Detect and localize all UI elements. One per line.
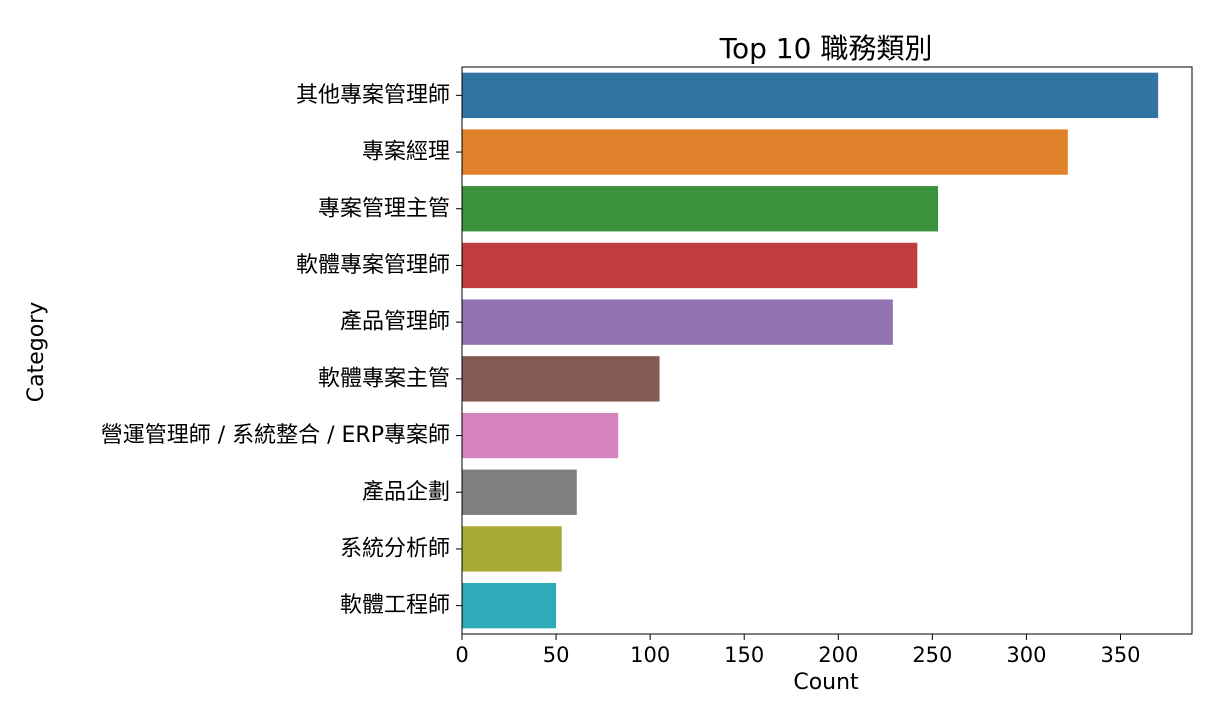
category-label: 產品管理師 <box>340 310 450 335</box>
y-axis-label: Category <box>24 302 49 403</box>
category-label: 軟體專案主管 <box>318 366 450 391</box>
x-tick-label: 250 <box>912 643 952 667</box>
x-tick-label: 200 <box>818 643 858 667</box>
category-label: 專案管理主管 <box>318 196 450 221</box>
category-label: 專案經理 <box>362 140 450 165</box>
bars-group <box>462 72 1159 629</box>
x-tick-label: 50 <box>543 643 570 667</box>
bar-4 <box>462 242 918 289</box>
bar-5 <box>462 299 893 345</box>
category-label: 產品企劃 <box>362 480 450 505</box>
category-label: 其他專案管理師 <box>296 83 450 108</box>
bar-2 <box>462 129 1068 175</box>
x-tick-label: 0 <box>455 643 468 667</box>
x-tick-label: 300 <box>1006 643 1046 667</box>
bar-6 <box>462 356 660 402</box>
bar-3 <box>462 186 939 232</box>
category-label: 系統分析師 <box>340 536 450 561</box>
x-axis-label: Count <box>793 670 859 695</box>
plot-area-frame <box>461 66 1193 635</box>
bar-7 <box>462 412 619 459</box>
bar-10 <box>462 582 557 629</box>
category-label: 軟體工程師 <box>340 593 450 618</box>
category-label: 軟體專案管理師 <box>296 253 450 278</box>
x-tick-label: 150 <box>724 643 764 667</box>
x-axis-ticks: 0 50 100 150 200 250 300 350 <box>455 634 1141 667</box>
y-axis-ticks: 其他專案管理師專案經理專案管理主管軟體專案管理師產品管理師軟體專案主管營運管理師… <box>101 83 462 618</box>
bar-8 <box>462 469 577 515</box>
bar-9 <box>462 526 562 572</box>
x-tick-label: 100 <box>630 643 670 667</box>
bar-1 <box>462 72 1159 119</box>
chart-title: Top 10 職務類別 <box>719 32 933 65</box>
x-tick-label: 350 <box>1100 643 1140 667</box>
category-label: 營運管理師 / 系統整合 / ERP專案師 <box>101 423 450 448</box>
